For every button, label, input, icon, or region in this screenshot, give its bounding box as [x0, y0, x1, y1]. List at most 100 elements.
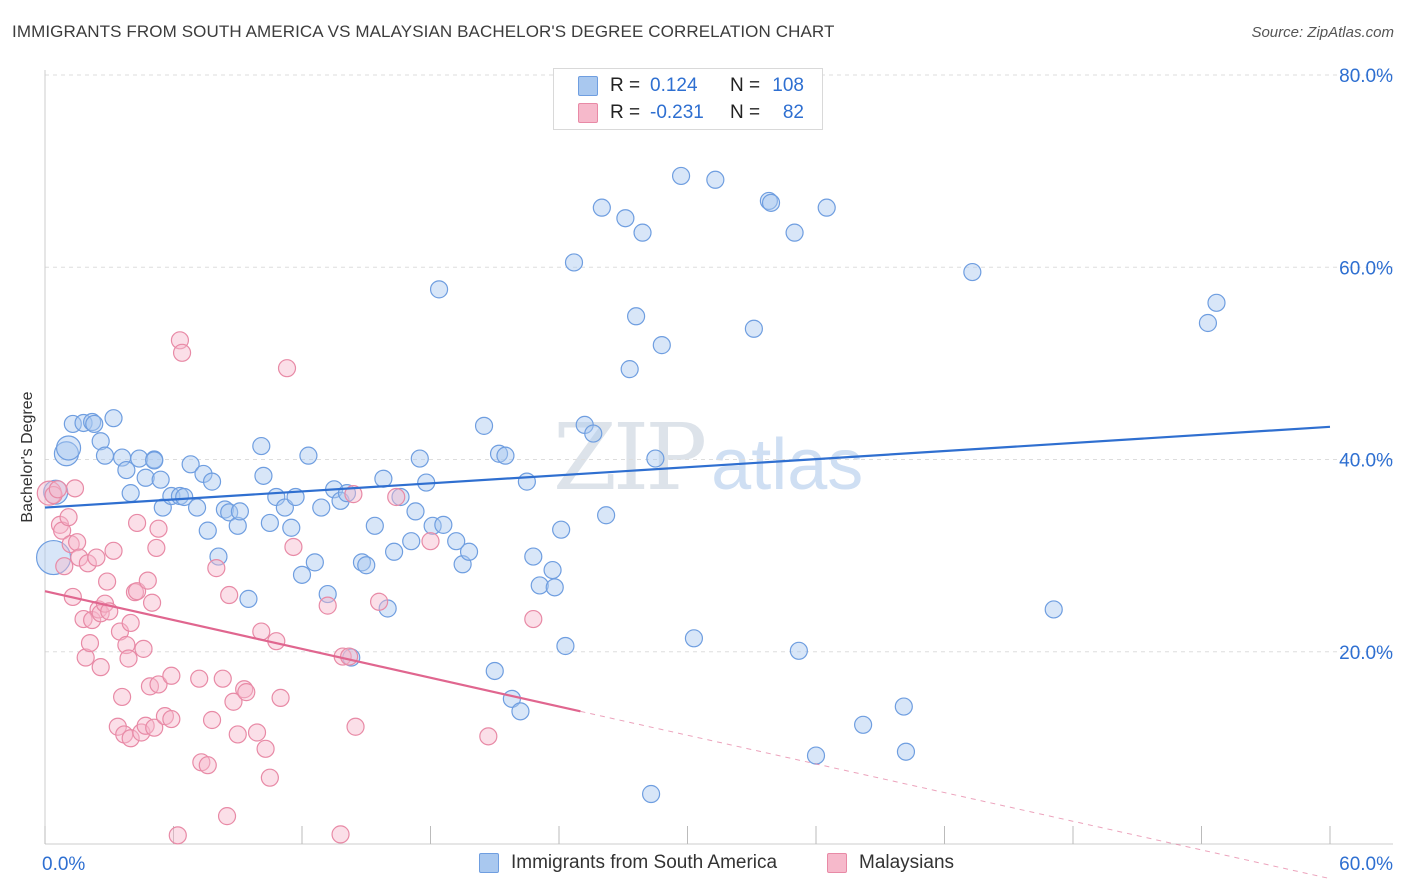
point-malaysians	[271, 688, 290, 707]
trendline-south-america	[44, 425, 1331, 509]
point-malaysians	[387, 487, 406, 507]
correlation-legend: R = 0.124 N = 108 R = -0.231 N = 82	[553, 68, 823, 130]
point-south-america	[121, 484, 140, 503]
point-south-america	[434, 515, 453, 534]
point-malaysians	[145, 718, 164, 737]
point-south-america	[744, 319, 763, 338]
legend-r-key: R =	[610, 75, 641, 96]
point-malaysians	[119, 649, 138, 668]
point-south-america	[626, 307, 646, 326]
legend-item-malaysians[interactable]: Malaysians	[827, 852, 954, 874]
point-south-america	[282, 518, 301, 537]
point-south-america	[684, 629, 704, 648]
y-tick-label: 80.0%	[1339, 66, 1393, 87]
point-south-america	[806, 746, 826, 765]
point-malaysians	[59, 508, 78, 527]
point-malaysians	[340, 647, 359, 666]
point-south-america	[305, 553, 324, 572]
point-south-america	[496, 446, 515, 465]
point-south-america	[652, 336, 671, 355]
legend-r-key: R =	[610, 102, 641, 123]
legend-swatch-malaysians	[578, 103, 598, 123]
point-south-america	[402, 532, 421, 551]
point-malaysians	[318, 596, 337, 615]
point-south-america	[406, 502, 425, 521]
point-malaysians	[68, 533, 87, 552]
point-malaysians	[149, 519, 168, 538]
point-malaysians	[479, 727, 498, 746]
source-label: Source: ZipAtlas.com	[1251, 24, 1394, 41]
point-south-america	[410, 449, 429, 468]
point-south-america	[1198, 313, 1218, 333]
point-south-america	[785, 223, 804, 242]
point-south-america	[543, 560, 562, 580]
point-south-america	[365, 516, 384, 535]
point-south-america	[198, 521, 217, 540]
point-south-america	[145, 451, 164, 470]
point-malaysians	[207, 559, 226, 578]
point-malaysians	[142, 593, 162, 612]
point-south-america	[1207, 293, 1226, 312]
point-malaysians	[421, 532, 440, 551]
point-malaysians	[55, 557, 74, 576]
point-south-america	[761, 193, 781, 212]
point-south-america	[391, 487, 410, 507]
point-malaysians	[235, 680, 254, 699]
point-south-america	[597, 506, 616, 525]
point-south-america	[854, 715, 873, 734]
legend-row-south-america: R = 0.124 N = 108	[578, 73, 804, 99]
point-malaysians	[76, 648, 95, 667]
point-malaysians	[213, 669, 232, 688]
point-malaysians	[190, 669, 209, 688]
point-south-america	[489, 444, 509, 463]
point-south-america	[511, 702, 530, 721]
point-south-america	[228, 516, 247, 535]
point-south-america	[1044, 600, 1063, 619]
legend-r-value: 0.124	[650, 75, 698, 96]
point-south-america	[254, 466, 273, 485]
chart-title: IMMIGRANTS FROM SOUTH AMERICA VS MALAYSI…	[12, 22, 835, 41]
y-tick-label: 60.0%	[1339, 258, 1393, 279]
point-south-america	[641, 784, 661, 804]
legend-swatch-south-america	[479, 853, 499, 873]
point-south-america	[633, 223, 652, 242]
point-malaysians	[524, 609, 543, 629]
point-malaysians	[98, 572, 117, 591]
point-malaysians	[134, 639, 153, 658]
point-south-america	[230, 502, 249, 521]
point-malaysians	[260, 768, 279, 787]
legend-label-south-america: Immigrants from South America	[511, 852, 778, 873]
trendline-extension-malaysians	[580, 710, 1331, 880]
point-south-america	[530, 576, 549, 595]
point-south-america	[130, 449, 149, 468]
point-south-america	[616, 209, 635, 228]
point-malaysians	[127, 513, 147, 533]
legend-swatch-malaysians	[827, 853, 847, 873]
point-malaysians	[370, 592, 389, 611]
point-malaysians	[220, 585, 239, 605]
point-malaysians	[162, 666, 181, 685]
point-malaysians	[202, 710, 222, 730]
point-malaysians	[61, 534, 80, 554]
point-malaysians	[149, 675, 168, 694]
point-south-america	[646, 449, 665, 468]
point-malaysians	[198, 756, 217, 775]
point-south-america	[91, 432, 110, 451]
x-tick-label: 60.0%	[1339, 854, 1393, 875]
point-south-america	[85, 414, 104, 434]
legend-n-key: N =	[730, 102, 761, 123]
point-south-america	[524, 547, 543, 566]
point-malaysians	[87, 548, 106, 567]
point-south-america	[384, 542, 404, 561]
legend-item-south-america[interactable]: Immigrants from South America	[479, 852, 777, 874]
legend-n-value: 108	[772, 75, 804, 96]
point-south-america	[55, 435, 82, 461]
point-south-america	[187, 498, 207, 517]
point-malaysians	[217, 807, 237, 826]
point-south-america	[706, 170, 725, 189]
point-south-america	[292, 565, 312, 584]
legend-swatch-south-america	[578, 76, 598, 96]
point-south-america	[485, 661, 504, 681]
point-south-america	[963, 262, 982, 282]
